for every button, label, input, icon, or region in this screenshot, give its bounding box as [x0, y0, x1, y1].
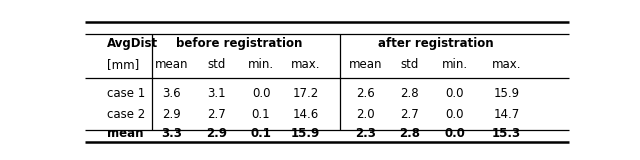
Text: case 1: case 1: [108, 87, 145, 100]
Text: 2.6: 2.6: [356, 87, 374, 100]
Text: std: std: [207, 58, 225, 71]
Text: 14.6: 14.6: [292, 108, 319, 121]
Text: 2.7: 2.7: [401, 108, 419, 121]
Text: 14.7: 14.7: [493, 108, 520, 121]
Text: 0.1: 0.1: [252, 108, 270, 121]
Text: 3.6: 3.6: [163, 87, 181, 100]
Text: 15.9: 15.9: [493, 87, 520, 100]
Text: 0.0: 0.0: [252, 87, 270, 100]
Text: mean: mean: [348, 58, 382, 71]
Text: mean: mean: [108, 127, 144, 140]
Text: min.: min.: [442, 58, 468, 71]
Text: mean: mean: [155, 58, 189, 71]
Text: 2.0: 2.0: [356, 108, 374, 121]
Text: 17.2: 17.2: [292, 87, 319, 100]
Text: before registration: before registration: [175, 37, 302, 50]
Text: 2.7: 2.7: [207, 108, 226, 121]
Text: 15.3: 15.3: [492, 127, 521, 140]
Text: 2.8: 2.8: [401, 87, 419, 100]
Text: 0.0: 0.0: [444, 127, 465, 140]
Text: 2.9: 2.9: [163, 108, 181, 121]
Text: 2.3: 2.3: [355, 127, 376, 140]
Text: max.: max.: [291, 58, 321, 71]
Text: 0.0: 0.0: [445, 108, 464, 121]
Text: 2.8: 2.8: [399, 127, 420, 140]
Text: min.: min.: [248, 58, 274, 71]
Text: std: std: [401, 58, 419, 71]
Text: case 2: case 2: [108, 108, 145, 121]
Text: max.: max.: [492, 58, 522, 71]
Text: 3.3: 3.3: [161, 127, 182, 140]
Text: [mm]: [mm]: [108, 58, 140, 71]
Text: AvgDist: AvgDist: [108, 37, 159, 50]
Text: 2.9: 2.9: [206, 127, 227, 140]
Text: after registration: after registration: [378, 37, 493, 50]
Text: 3.1: 3.1: [207, 87, 226, 100]
Text: 15.9: 15.9: [291, 127, 320, 140]
Text: 0.0: 0.0: [445, 87, 464, 100]
Text: 0.1: 0.1: [251, 127, 271, 140]
